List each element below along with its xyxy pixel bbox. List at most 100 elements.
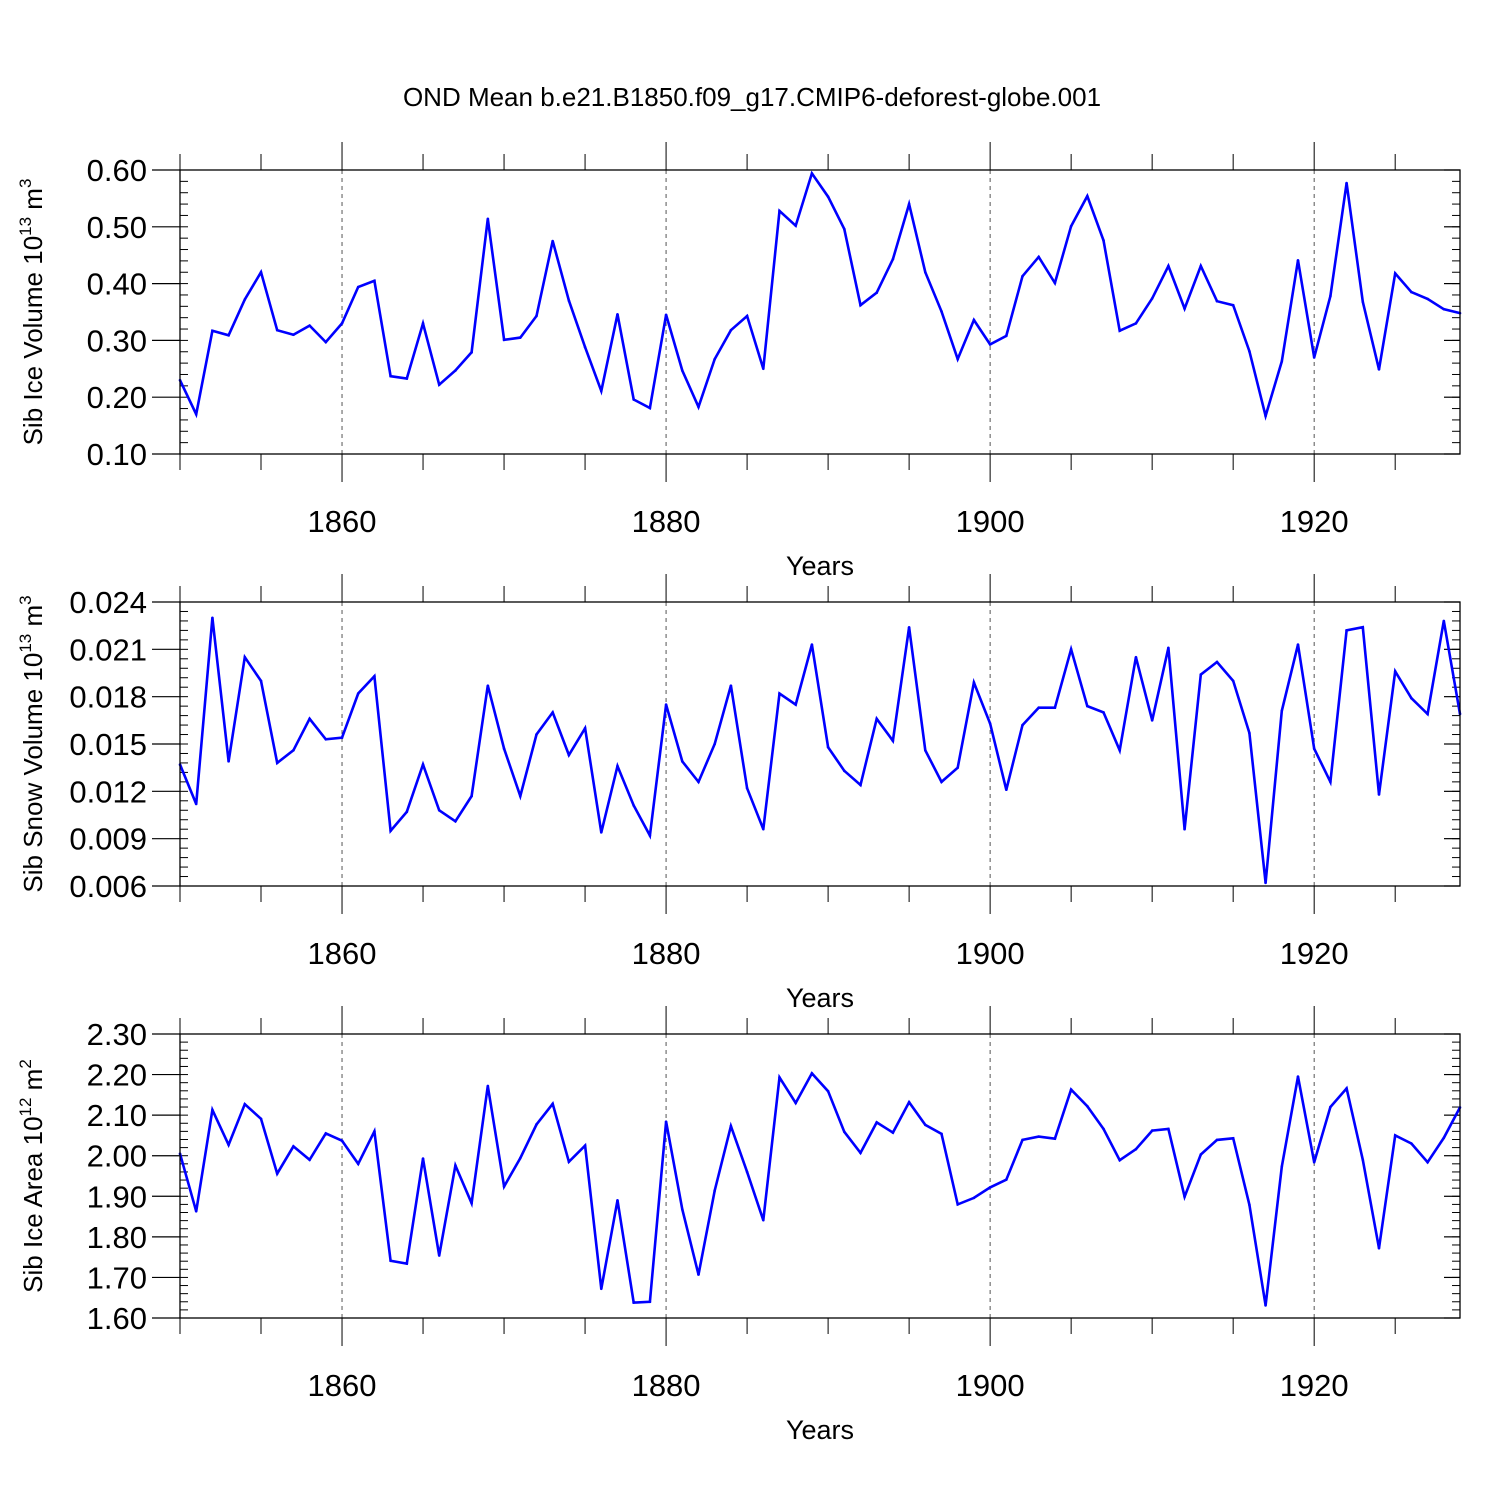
- data-point: [567, 299, 571, 302]
- data-point: [1329, 1105, 1332, 1109]
- data-point: [340, 736, 344, 739]
- data-point: [794, 703, 797, 706]
- data-point: [1329, 780, 1332, 784]
- data-point: [810, 172, 814, 175]
- y-tick-label: 0.006: [69, 869, 147, 904]
- y-tick-label: 0.20: [87, 380, 147, 415]
- data-point: [1069, 224, 1073, 228]
- data-point: [211, 616, 214, 620]
- x-tick-label: 1900: [956, 1368, 1025, 1403]
- y-tick-label: 1.70: [87, 1260, 147, 1295]
- data-point: [227, 1143, 230, 1147]
- data-point: [275, 761, 279, 765]
- data-point: [454, 369, 457, 372]
- data-point: [924, 270, 927, 274]
- data-point: [1442, 1136, 1446, 1140]
- data-point: [648, 406, 652, 410]
- data-point: [551, 1102, 554, 1106]
- data-point: [292, 333, 295, 337]
- x-tick-label: 1920: [1280, 1368, 1349, 1403]
- data-point: [324, 737, 328, 741]
- data-point: [405, 1262, 409, 1265]
- data-point: [1134, 322, 1138, 325]
- data-point: [1248, 731, 1251, 735]
- data-point: [956, 357, 960, 361]
- data-point: [843, 1130, 846, 1134]
- data-point: [1426, 1160, 1429, 1164]
- data-point: [1037, 706, 1041, 710]
- data-point: [924, 1123, 927, 1127]
- data-point: [616, 1199, 619, 1202]
- data-point: [810, 643, 814, 646]
- data-point: [194, 802, 198, 806]
- data-point: [1215, 660, 1219, 664]
- y-tick-label: 2.10: [87, 1098, 147, 1133]
- data-point: [227, 760, 230, 763]
- data-point: [907, 202, 911, 206]
- data-point: [502, 1185, 506, 1188]
- data-point: [859, 303, 862, 307]
- data-point: [648, 834, 652, 837]
- x-tick-label: 1860: [308, 1368, 377, 1403]
- y-axis-label-unit-exp: 3: [16, 179, 35, 188]
- y-tick-label: 2.00: [87, 1139, 147, 1174]
- data-point: [486, 1084, 490, 1088]
- data-point: [1377, 793, 1381, 796]
- data-point: [988, 343, 992, 346]
- data-point: [794, 1101, 797, 1105]
- data-point: [1183, 307, 1186, 310]
- data-point: [243, 1102, 247, 1106]
- data-point: [259, 270, 263, 274]
- data-point: [1345, 181, 1348, 185]
- data-point: [470, 1201, 473, 1205]
- data-point: [1280, 1165, 1284, 1168]
- data-point: [1021, 274, 1024, 278]
- y-tick-label: 0.015: [69, 727, 147, 762]
- y-tick-label: 0.018: [69, 680, 147, 715]
- data-point: [1118, 749, 1122, 752]
- y-axis-label-text: Sib Snow Volume 10: [18, 653, 48, 893]
- data-point: [729, 684, 733, 687]
- data-point: [729, 328, 733, 332]
- data-point: [1264, 414, 1267, 418]
- data-point: [940, 310, 943, 313]
- data-point: [340, 322, 344, 325]
- y-axis-label-unit: m: [18, 605, 48, 634]
- data-point: [583, 345, 587, 349]
- data-point: [745, 786, 749, 790]
- data-point: [194, 412, 198, 416]
- data-point: [859, 1151, 862, 1155]
- y-tick-label: 0.10: [87, 437, 147, 472]
- y-tick-label: 0.30: [87, 323, 147, 358]
- y-axis-label-exp: 13: [16, 634, 35, 653]
- data-point: [761, 1218, 765, 1222]
- data-point: [956, 766, 960, 769]
- data-point: [1248, 1203, 1251, 1207]
- data-point: [907, 625, 911, 629]
- data-point: [1361, 1158, 1365, 1162]
- data-point: [1312, 356, 1316, 359]
- data-point: [1086, 704, 1089, 708]
- data-point: [1410, 1142, 1413, 1145]
- y-tick-label: 2.20: [87, 1058, 147, 1093]
- data-point: [1118, 1158, 1122, 1162]
- data-point: [1231, 679, 1235, 683]
- data-point: [1167, 1127, 1170, 1131]
- data-point: [794, 224, 797, 227]
- data-point: [1410, 290, 1413, 294]
- data-point: [599, 831, 603, 834]
- y-axis-label-exp: 13: [16, 217, 35, 236]
- data-point: [373, 674, 376, 678]
- data-point: [1410, 696, 1413, 700]
- data-point: [308, 1158, 311, 1162]
- x-tick-label: 1900: [956, 504, 1025, 539]
- plot-frame: [179, 601, 1461, 887]
- data-point: [1248, 349, 1251, 353]
- x-tick-label: 1920: [1280, 504, 1349, 539]
- data-point: [891, 257, 895, 261]
- data-point: [470, 794, 473, 798]
- data-point: [1345, 629, 1348, 632]
- data-point: [583, 1144, 587, 1147]
- data-point: [956, 1203, 960, 1206]
- data-point: [437, 383, 441, 387]
